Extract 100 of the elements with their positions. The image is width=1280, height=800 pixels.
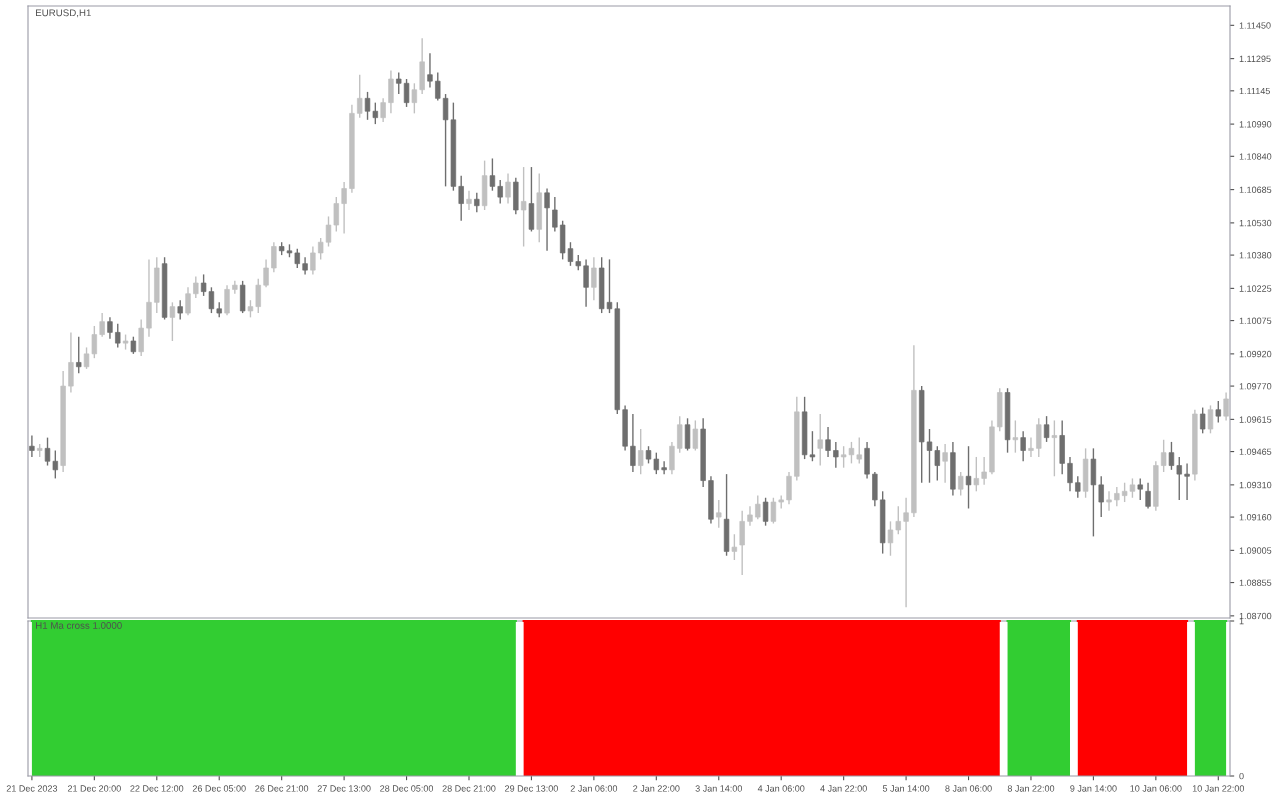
- candlestick: [825, 426, 831, 458]
- candlestick: [76, 335, 82, 374]
- candlestick: [926, 428, 933, 484]
- candlestick: [68, 331, 74, 394]
- candlestick: [505, 172, 511, 205]
- x-tick-label: 27 Dec 13:00: [317, 785, 371, 792]
- y-tick-label: 1.09465: [1239, 448, 1272, 455]
- y-tick-label: 1.09160: [1239, 514, 1272, 521]
- candlestick: [583, 258, 589, 308]
- candlestick: [1184, 462, 1190, 501]
- candlestick: [958, 471, 964, 497]
- y-tick-label: 1.10840: [1239, 153, 1272, 160]
- candlestick: [1106, 490, 1112, 512]
- candlestick: [29, 434, 35, 458]
- candlestick: [638, 428, 644, 475]
- candlestick: [520, 166, 527, 248]
- y-tick-label: 1: [1239, 618, 1244, 625]
- candlestick: [1207, 404, 1214, 435]
- y-tick-label: 0: [1239, 772, 1244, 780]
- candlestick: [973, 456, 980, 493]
- x-tick-label: 10 Jan 22:00: [1192, 785, 1245, 792]
- x-tick-label: 26 Dec 05:00: [192, 785, 246, 792]
- candlestick: [310, 245, 316, 276]
- candlestick: [99, 312, 105, 338]
- candlestick: [1036, 417, 1042, 458]
- candlestick: [1098, 475, 1104, 518]
- candlestick: [591, 256, 597, 301]
- candlestick: [427, 52, 433, 89]
- chart-title: H1 Ma cross 1.0000: [36, 622, 122, 629]
- candlestick: [731, 533, 738, 561]
- candlestick: [692, 419, 699, 452]
- x-tick-label: 29 Dec 13:00: [505, 785, 558, 792]
- candlestick: [1020, 430, 1026, 462]
- candlestick: [357, 74, 363, 119]
- candlestick: [817, 413, 823, 467]
- candlestick: [224, 284, 230, 316]
- x-tick-label: 22 Dec 12:00: [130, 785, 184, 792]
- y-tick-label: 1.11450: [1239, 22, 1271, 29]
- candlestick: [341, 181, 347, 235]
- x-tick-label: 28 Dec 05:00: [380, 785, 434, 792]
- candlestick: [552, 196, 558, 233]
- y-tick-label: 1.10530: [1239, 219, 1272, 227]
- candlestick: [1137, 477, 1143, 501]
- y-tick-label: 1.08855: [1239, 579, 1272, 586]
- candlestick: [1199, 406, 1206, 435]
- y-tick-label: 1.10225: [1239, 285, 1272, 292]
- candlestick: [1168, 441, 1175, 471]
- x-tick-label: 3 Jan 14:00: [695, 785, 742, 792]
- candlestick: [1215, 400, 1221, 424]
- candlestick: [895, 505, 901, 535]
- candlestick: [1012, 419, 1019, 454]
- candlestick: [169, 301, 176, 342]
- candlestick: [684, 417, 691, 452]
- x-tick-label: 26 Dec 21:00: [255, 785, 309, 792]
- y-tick-label: 1.09770: [1239, 383, 1272, 390]
- x-tick-label: 10 Jan 06:00: [1130, 785, 1182, 792]
- candlestick: [411, 82, 418, 115]
- candlestick: [107, 316, 113, 340]
- candlestick: [1160, 439, 1167, 473]
- candlestick: [1067, 456, 1073, 493]
- candlestick: [263, 258, 269, 289]
- candlestick: [1075, 475, 1081, 499]
- y-tick-label: 1.09005: [1239, 547, 1272, 554]
- candlestick: [739, 509, 745, 576]
- candlestick: [193, 275, 199, 299]
- y-tick-label: 1.10685: [1239, 186, 1272, 193]
- x-tick-label: 21 Dec 2023: [6, 785, 58, 792]
- candlestick: [856, 436, 862, 465]
- candlestick: [755, 494, 761, 520]
- candlestick: [388, 69, 394, 115]
- candlestick: [177, 299, 183, 321]
- candlestick: [271, 241, 277, 273]
- candlestick: [965, 445, 972, 510]
- y-tick-label: 1.09920: [1239, 350, 1272, 358]
- x-tick-label: 4 Jan 06:00: [757, 785, 805, 792]
- x-tick-label: 4 Jan 22:00: [820, 785, 867, 792]
- candlestick: [887, 520, 894, 557]
- chart-title: EURUSD,H1: [36, 9, 91, 18]
- candlestick: [380, 97, 386, 123]
- candlestick: [630, 413, 636, 473]
- candlestick: [1043, 415, 1050, 443]
- x-tick-label: 2 Jan 06:00: [570, 785, 618, 792]
- candlestick: [497, 179, 503, 205]
- y-tick-label: 1.10075: [1239, 317, 1272, 324]
- candlestick: [1114, 486, 1120, 508]
- candlestick: [934, 445, 940, 482]
- candlestick: [833, 441, 839, 469]
- y-tick-label: 1.10990: [1239, 121, 1272, 128]
- y-tick-label: 1.10380: [1239, 252, 1272, 259]
- candlestick: [255, 278, 261, 314]
- x-tick-label: 8 Jan 22:00: [1007, 785, 1055, 792]
- candlestick: [903, 497, 909, 608]
- candlestick: [942, 443, 948, 484]
- x-tick-label: 8 Jan 06:00: [945, 785, 992, 792]
- candlestick: [677, 415, 683, 454]
- candlestick: [325, 215, 332, 248]
- candlestick: [762, 497, 769, 527]
- y-tick-label: 1.08700: [1239, 612, 1272, 620]
- candlestick: [466, 189, 472, 211]
- candlestick: [318, 237, 324, 261]
